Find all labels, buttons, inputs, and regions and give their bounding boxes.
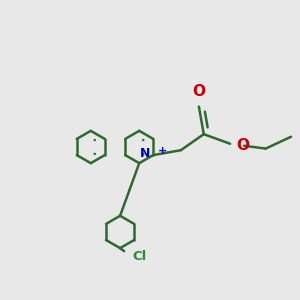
- Text: O: O: [192, 84, 206, 99]
- Text: Cl: Cl: [132, 250, 146, 262]
- Text: +: +: [158, 146, 167, 156]
- Text: O: O: [236, 138, 249, 153]
- Text: N: N: [140, 147, 150, 160]
